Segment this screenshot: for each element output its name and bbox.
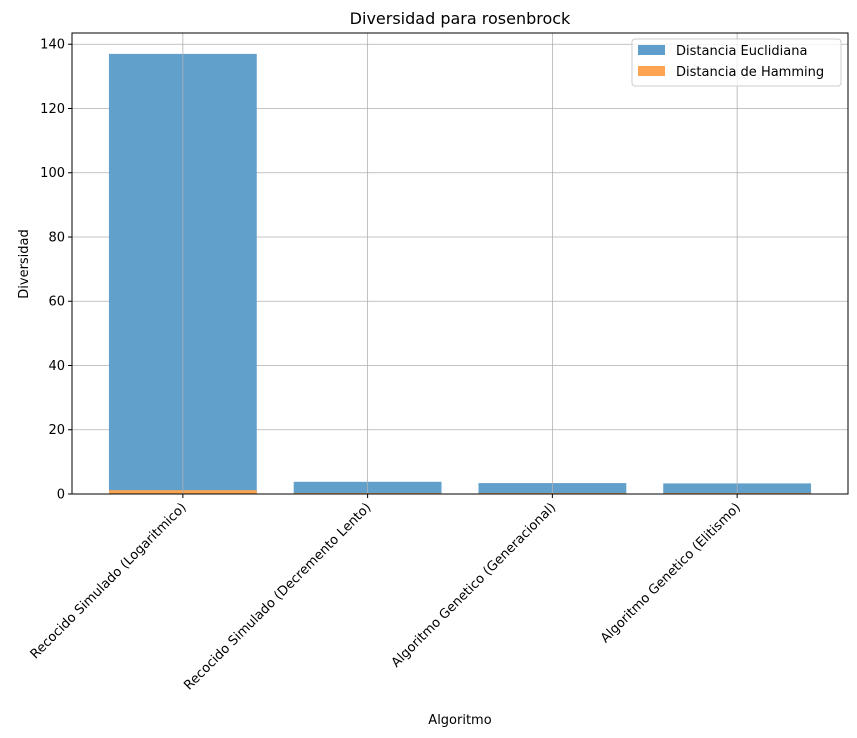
x-axis-label: Algoritmo [428, 713, 491, 728]
y-tick-label: 140 [40, 38, 65, 53]
x-axis-ticks: Recocido Simulado (Logaritmico)Recocido … [28, 494, 744, 693]
x-tick-label: Recocido Simulado (Decremento Lento) [181, 500, 374, 693]
y-tick-label: 80 [48, 230, 65, 245]
legend-box [631, 38, 842, 87]
x-tick-label: Recocido Simulado (Logaritmico) [28, 500, 190, 662]
y-tick-label: 0 [57, 488, 65, 503]
bars [108, 53, 812, 495]
legend-swatch-hamming [638, 66, 665, 76]
y-axis-label: Diversidad [17, 229, 32, 299]
y-tick-label: 40 [48, 359, 65, 374]
legend-label-hamming: Distancia de Hamming [676, 65, 824, 80]
y-axis-ticks: 0 20 40 60 80 100 120 140 [40, 38, 72, 503]
x-tick-label: Algoritmo Genetico (Generacional) [389, 500, 559, 670]
y-tick-label: 100 [40, 166, 65, 181]
chart-title: Diversidad para rosenbrock [350, 9, 571, 28]
legend: Distancia Euclidiana Distancia de Hammin… [631, 38, 842, 87]
x-tick-label: Algoritmo Genetico (Elitismo) [598, 500, 744, 646]
plot-frame [71, 32, 849, 495]
y-tick-label: 120 [40, 102, 65, 117]
y-tick-label: 20 [48, 423, 65, 438]
y-tick-label: 60 [48, 295, 65, 310]
legend-swatch-euclidiana [638, 45, 665, 55]
legend-label-euclidiana: Distancia Euclidiana [676, 44, 807, 59]
x-grid-lines [182, 33, 738, 494]
